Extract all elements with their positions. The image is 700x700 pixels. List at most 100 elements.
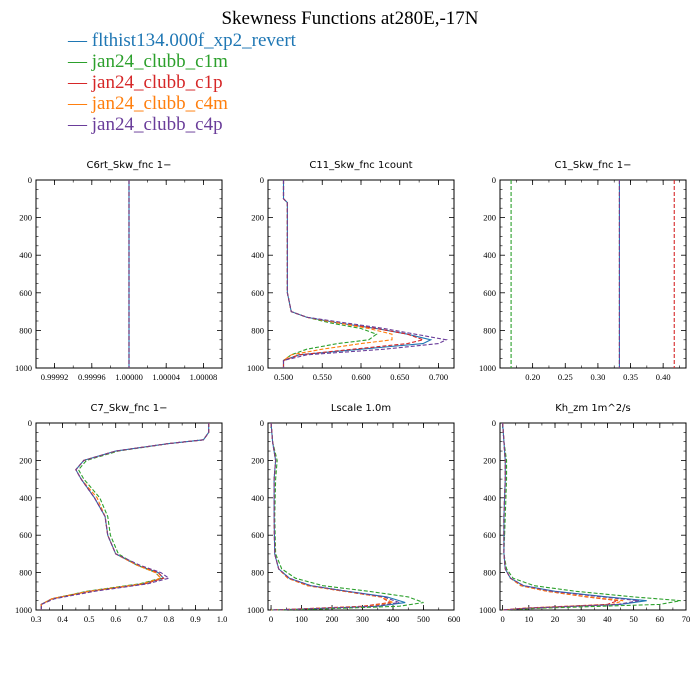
x-tick-label: 0.35 bbox=[623, 372, 638, 382]
x-tick-label: 0.99996 bbox=[78, 372, 106, 382]
legend-entry: — jan24_clubb_c4p bbox=[68, 114, 223, 135]
panel-title: Lscale 1.0m bbox=[331, 403, 391, 414]
x-tick-label: 200 bbox=[326, 614, 339, 624]
figure-title: Skewness Functions at280E,-17N bbox=[221, 8, 479, 29]
y-tick-label: 0 bbox=[28, 418, 32, 428]
y-tick-label: 600 bbox=[483, 288, 496, 298]
series-line-1 bbox=[282, 180, 433, 368]
y-tick-label: 800 bbox=[19, 325, 32, 335]
y-tick-label: 800 bbox=[483, 568, 496, 578]
series-line-3 bbox=[40, 423, 210, 610]
legend-entry: — flthist134.000f_xp2_revert bbox=[68, 30, 296, 51]
series-line-4 bbox=[282, 180, 393, 368]
y-tick-label: 200 bbox=[19, 455, 32, 465]
x-tick-label: 70 bbox=[682, 614, 691, 624]
x-tick-label: 0.30 bbox=[590, 372, 605, 382]
series-line-3 bbox=[270, 422, 392, 611]
x-tick-label: 100 bbox=[295, 614, 308, 624]
series-line-3 bbox=[282, 180, 425, 368]
legend-entry: — jan24_clubb_c4m bbox=[68, 93, 228, 114]
x-tick-label: 0.8 bbox=[164, 614, 175, 624]
y-tick-label: 600 bbox=[19, 530, 32, 540]
panel-5: Lscale 1.0m 0 200 400 600 800 1000 0 100 200 300 40… bbox=[247, 403, 460, 624]
panel-title: C6rt_Skw_fnc 1− bbox=[87, 160, 172, 171]
series-line-5 bbox=[270, 422, 400, 611]
x-tick-label: 600 bbox=[448, 614, 461, 624]
x-tick-label: 300 bbox=[356, 614, 369, 624]
x-tick-label: 40 bbox=[603, 614, 612, 624]
y-tick-label: 1000 bbox=[479, 363, 496, 373]
x-tick-label: 0.500 bbox=[274, 372, 293, 382]
x-tick-label: 0.99992 bbox=[41, 372, 69, 382]
series-line-3 bbox=[502, 422, 619, 611]
y-tick-label: 400 bbox=[251, 493, 264, 503]
series-line-5 bbox=[282, 180, 449, 368]
panel-frame bbox=[267, 179, 455, 369]
series-line-2 bbox=[282, 180, 378, 368]
series-line-1 bbox=[270, 422, 406, 611]
x-tick-label: 0.700 bbox=[429, 372, 448, 382]
y-tick-label: 400 bbox=[19, 250, 32, 260]
x-tick-label: 0.550 bbox=[313, 372, 332, 382]
y-tick-label: 0 bbox=[28, 175, 32, 185]
series-line-5 bbox=[502, 422, 639, 611]
y-tick-label: 400 bbox=[483, 493, 496, 503]
y-tick-label: 200 bbox=[251, 213, 264, 223]
y-tick-label: 800 bbox=[251, 325, 264, 335]
panel-title: Kh_zm 1m^2/s bbox=[555, 403, 631, 414]
panel-frame bbox=[35, 422, 223, 611]
series-line-4 bbox=[270, 422, 395, 611]
x-tick-label: 0.40 bbox=[656, 372, 671, 382]
x-tick-label: 1.0 bbox=[217, 614, 228, 624]
y-tick-label: 600 bbox=[251, 288, 264, 298]
y-tick-label: 400 bbox=[19, 493, 32, 503]
series-line-5 bbox=[40, 423, 210, 610]
x-tick-label: 0.3 bbox=[31, 614, 42, 624]
panel-1: C6rt_Skw_fnc 1− 0 200 400 600 800 1000 0.99992 0… bbox=[15, 160, 223, 382]
legend-entry: — jan24_clubb_c1m bbox=[68, 51, 228, 72]
panel-title: C1_Skw_fnc 1− bbox=[555, 160, 632, 171]
y-tick-label: 0 bbox=[492, 175, 496, 185]
panel-frame bbox=[499, 179, 687, 369]
panel-6: Kh_zm 1m^2/s 0 200 400 600 800 1000 0 10 20 30 40 50… bbox=[479, 403, 690, 624]
x-tick-label: 0.650 bbox=[390, 372, 409, 382]
y-tick-label: 200 bbox=[19, 213, 32, 223]
x-tick-label: 20 bbox=[551, 614, 560, 624]
y-tick-label: 400 bbox=[483, 250, 496, 260]
y-tick-label: 1000 bbox=[247, 363, 264, 373]
y-tick-label: 200 bbox=[251, 455, 264, 465]
x-tick-label: 0.5 bbox=[84, 614, 95, 624]
y-tick-label: 800 bbox=[483, 325, 496, 335]
y-tick-label: 1000 bbox=[479, 605, 496, 615]
panel-3: C1_Skw_fnc 1− 0 200 400 600 800 1000 0.20 0.25 0.… bbox=[479, 160, 687, 382]
y-tick-label: 400 bbox=[251, 250, 264, 260]
y-tick-label: 1000 bbox=[247, 605, 264, 615]
x-tick-label: 500 bbox=[417, 614, 430, 624]
panel-2: C11_Skw_fnc 1count 0 200 400 600 800 1000 0.500… bbox=[247, 160, 455, 382]
y-tick-label: 800 bbox=[19, 568, 32, 578]
x-tick-label: 60 bbox=[656, 614, 665, 624]
panel-frame bbox=[267, 422, 455, 611]
x-tick-label: 400 bbox=[387, 614, 400, 624]
x-tick-label: 30 bbox=[577, 614, 586, 624]
x-tick-label: 10 bbox=[525, 614, 534, 624]
x-tick-label: 0.20 bbox=[525, 372, 540, 382]
x-tick-label: 0.600 bbox=[351, 372, 370, 382]
y-tick-label: 200 bbox=[483, 455, 496, 465]
y-tick-label: 600 bbox=[251, 530, 264, 540]
x-tick-label: 0 bbox=[500, 614, 504, 624]
panel-title: C11_Skw_fnc 1count bbox=[309, 160, 412, 171]
y-tick-label: 1000 bbox=[15, 605, 32, 615]
series-line-4 bbox=[40, 423, 210, 610]
series-line-1 bbox=[40, 423, 210, 610]
x-tick-label: 0.7 bbox=[137, 614, 148, 624]
panel-frame bbox=[499, 422, 687, 611]
legend-entry: — jan24_clubb_c1p bbox=[68, 72, 223, 93]
x-tick-label: 0 bbox=[269, 614, 273, 624]
y-tick-label: 1000 bbox=[15, 363, 32, 373]
y-tick-label: 800 bbox=[251, 568, 264, 578]
x-tick-label: 1.00008 bbox=[190, 372, 218, 382]
panel-title: C7_Skw_fnc 1− bbox=[91, 403, 168, 414]
